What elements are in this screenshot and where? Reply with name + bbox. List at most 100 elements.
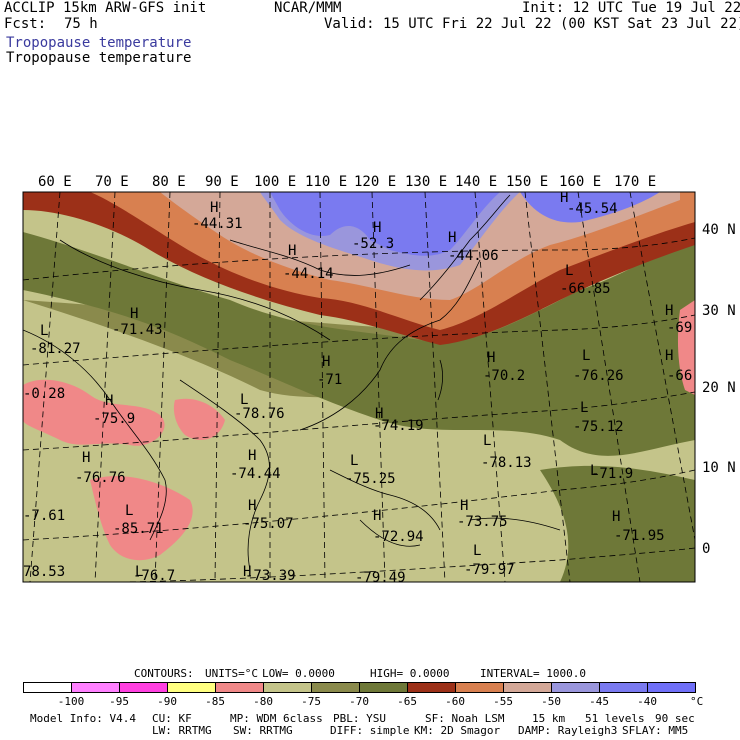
legend-color-box <box>647 682 696 693</box>
forecast-hour: 75 h <box>64 16 98 32</box>
extremum-value: -76.76 <box>75 470 126 486</box>
extremum-value: -52.3 <box>352 236 394 252</box>
extremum-value: -75.07 <box>243 516 294 532</box>
footer-item: 15 km <box>532 712 566 725</box>
extremum-marker: L <box>350 453 358 469</box>
region-pink-bay <box>173 398 225 440</box>
extremum-value: -71 <box>317 372 342 388</box>
footer-item: DAMP: Rayleigh3 <box>518 724 618 737</box>
coastlines <box>23 194 561 571</box>
extremum-value: -70.2 <box>483 368 525 384</box>
legend-tick-label: -95 <box>109 695 129 708</box>
extremum-marker: L <box>590 463 598 479</box>
extremum-value: -7.61 <box>23 508 65 524</box>
extremum-marker: H <box>373 220 381 236</box>
latitude-label: 0 <box>702 541 710 557</box>
legend-tick-label: -85 <box>205 695 225 708</box>
region-blue-lavender-east <box>520 192 660 223</box>
latitude-label: 20 N <box>702 380 736 396</box>
extremum-marker: L <box>580 400 588 416</box>
footer-item: 90 sec <box>655 712 695 725</box>
contours-label: CONTOURS: <box>134 667 194 680</box>
legend-unit: °C <box>690 695 704 708</box>
extremum-marker: H <box>248 448 256 464</box>
extremum-marker: H <box>82 450 90 466</box>
extremum-marker: H <box>665 348 673 364</box>
field-title-secondary: Tropopause temperature <box>6 50 192 66</box>
legend-tick-label: -55 <box>493 695 513 708</box>
model-title: ACCLIP 15km ARW-GFS init <box>4 0 207 16</box>
longitude-labels: 60 E 70 E 80 E 90 E 100 E 110 E 120 E 130 E 140 … <box>38 174 656 190</box>
legend-color-box <box>551 682 600 693</box>
legend-tick-label: -90 <box>157 695 177 708</box>
legend-tick-label: -50 <box>541 695 561 708</box>
extremum-marker: H <box>288 243 296 259</box>
extremum-value: -72.94 <box>373 529 424 545</box>
legend-tick-label: -60 <box>445 695 465 708</box>
legend-color-box <box>503 682 552 693</box>
longitude-label: 160 E <box>559 174 601 190</box>
extremum-marker: L <box>125 503 133 519</box>
extremum-value: -79.49 <box>355 570 406 586</box>
forecast-label: Fcst: <box>4 16 47 32</box>
extremum-value: 78.53 <box>23 564 65 580</box>
init-time: Init: 12 UTC Tue 19 Jul 22 <box>522 0 740 16</box>
legend-tick-label: -65 <box>397 695 417 708</box>
extremum-value: -66.85 <box>560 281 611 297</box>
footer-item: Model Info: V4.4 <box>30 712 136 725</box>
extremum-value: -79.97 <box>464 562 515 578</box>
longitude-label: 130 E <box>405 174 447 190</box>
extremum-marker: H <box>487 350 495 366</box>
legend-color-box <box>215 682 264 693</box>
extremum-value: -71.95 <box>614 528 665 544</box>
center-name: NCAR/MMM <box>274 0 342 16</box>
contours-interval: INTERVAL= 1000.0 <box>480 667 586 680</box>
extremum-marker: L <box>483 433 491 449</box>
extremum-marker: H <box>448 230 456 246</box>
extremum-value: -69 <box>667 320 692 336</box>
footer-item: SFLAY: MM5 <box>622 724 689 737</box>
extremum-marker: H <box>322 354 330 370</box>
extremum-value: -44.14 <box>283 266 334 282</box>
latitude-label: 10 N <box>702 460 736 476</box>
legend-color-box <box>71 682 120 693</box>
legend-color-box <box>311 682 360 693</box>
extremum-value: -74.44 <box>230 466 281 482</box>
region-pink-india <box>23 379 165 446</box>
extremum-marker: L <box>582 348 590 364</box>
longitude-label: 150 E <box>506 174 548 190</box>
region-dark-olive-southeast <box>540 465 695 582</box>
extremum-value: -71.43 <box>112 322 163 338</box>
extremum-value: -76.7 <box>133 568 175 584</box>
latitude-labels: 40 N 30 N 20 N 10 N 0 <box>702 222 736 557</box>
extremum-value: -44.06 <box>448 248 499 264</box>
legend-color-box <box>407 682 456 693</box>
extremum-marker: L <box>565 263 573 279</box>
extremum-marker: H <box>130 306 138 322</box>
extremum-value: -74.19 <box>373 418 424 434</box>
longitude-label: 90 E <box>205 174 239 190</box>
longitude-label: 70 E <box>95 174 129 190</box>
legend-color-box <box>599 682 648 693</box>
longitude-label: 170 E <box>614 174 656 190</box>
extrema-labels: H-44.31H-44.14H-52.3 H-44.06H-45.54L-66.8… <box>23 190 692 586</box>
legend-tick-label: -40 <box>637 695 657 708</box>
footer-item: KM: 2D Smagor <box>414 724 501 737</box>
legend-color-box <box>455 682 504 693</box>
region-blue-lavender <box>270 192 500 256</box>
latitude-label: 40 N <box>702 222 736 238</box>
field-title-primary: Tropopause temperature <box>6 35 192 51</box>
contours-high: HIGH= 0.0000 <box>370 667 450 680</box>
region-pink-arabian <box>90 476 193 561</box>
contours-units: UNITS=°C <box>205 667 258 680</box>
longitude-label: 110 E <box>305 174 347 190</box>
region-dark-olive <box>23 232 695 456</box>
extremum-value: -85.71 <box>113 521 164 537</box>
extremum-marker: H <box>375 406 383 422</box>
extremum-value: -0.28 <box>23 386 65 402</box>
legend-color-box <box>167 682 216 693</box>
extremum-marker: L <box>40 323 48 339</box>
extremum-marker: H <box>665 303 673 319</box>
footer-item: CU: KF <box>152 712 192 725</box>
graticule <box>23 192 695 582</box>
